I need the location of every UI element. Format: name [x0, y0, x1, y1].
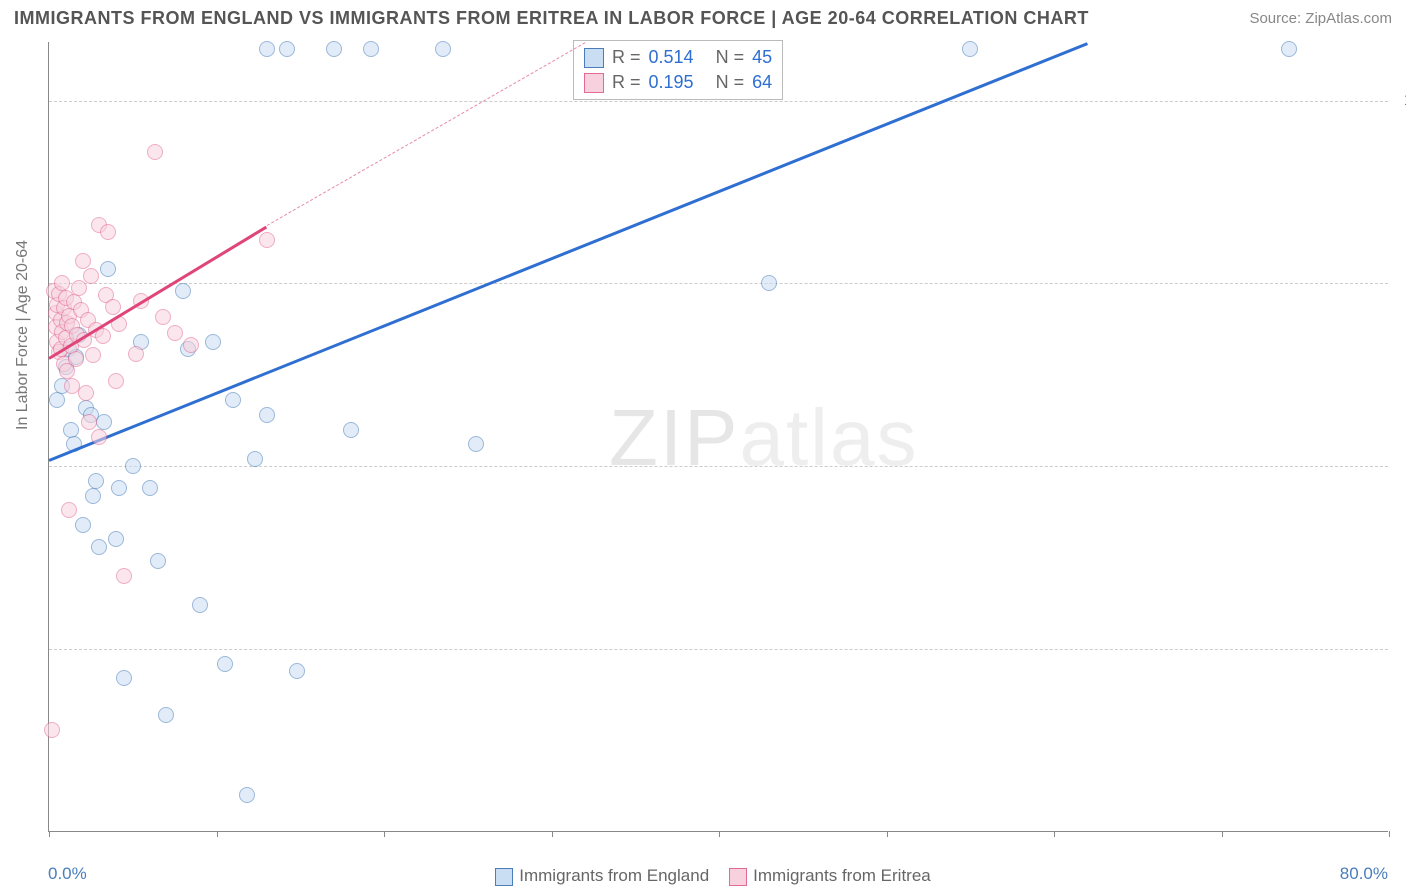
data-point	[44, 722, 60, 738]
data-point	[85, 347, 101, 363]
data-point	[158, 707, 174, 723]
y-tick-label: 100.0%	[1398, 92, 1406, 110]
data-point	[147, 144, 163, 160]
data-point	[435, 41, 451, 57]
y-tick-label: 87.5%	[1398, 274, 1406, 292]
legend-swatch-icon	[729, 868, 747, 886]
y-tick-label: 75.0%	[1398, 457, 1406, 475]
data-point	[150, 553, 166, 569]
data-point	[116, 670, 132, 686]
data-point	[205, 334, 221, 350]
data-point	[1281, 41, 1297, 57]
correlation-stat-box: R =0.514N =45R =0.195N =64	[573, 40, 783, 100]
x-tick	[49, 831, 50, 837]
x-tick	[1222, 831, 1223, 837]
data-point	[761, 275, 777, 291]
data-point	[75, 517, 91, 533]
data-point	[363, 41, 379, 57]
x-tick	[217, 831, 218, 837]
x-tick	[719, 831, 720, 837]
data-point	[78, 385, 94, 401]
y-tick-label: 62.5%	[1398, 640, 1406, 658]
data-point	[108, 373, 124, 389]
data-point	[247, 451, 263, 467]
data-point	[192, 597, 208, 613]
data-point	[183, 337, 199, 353]
legend: Immigrants from England Immigrants from E…	[0, 866, 1406, 886]
data-point	[105, 299, 121, 315]
data-point	[88, 473, 104, 489]
x-tick	[384, 831, 385, 837]
data-point	[259, 41, 275, 57]
gridline	[49, 283, 1388, 284]
data-point	[279, 41, 295, 57]
gridline	[49, 466, 1388, 467]
stat-row: R =0.514N =45	[584, 45, 772, 70]
data-point	[91, 539, 107, 555]
gridline	[49, 649, 1388, 650]
data-point	[217, 656, 233, 672]
data-point	[259, 232, 275, 248]
data-point	[116, 568, 132, 584]
scatter-chart: ZIPatlas R =0.514N =45R =0.195N =64 62.5…	[48, 42, 1388, 832]
data-point	[128, 346, 144, 362]
data-point	[81, 414, 97, 430]
data-point	[239, 787, 255, 803]
stat-row: R =0.195N =64	[584, 70, 772, 95]
chart-title: IMMIGRANTS FROM ENGLAND VS IMMIGRANTS FR…	[14, 8, 1089, 29]
data-point	[100, 261, 116, 277]
y-axis-label: In Labor Force | Age 20-64	[14, 240, 32, 430]
trend-line	[48, 42, 1088, 462]
source-label: Source: ZipAtlas.com	[1249, 10, 1392, 27]
data-point	[167, 325, 183, 341]
data-point	[468, 436, 484, 452]
data-point	[108, 531, 124, 547]
data-point	[259, 407, 275, 423]
data-point	[289, 663, 305, 679]
data-point	[63, 422, 79, 438]
data-point	[155, 309, 171, 325]
data-point	[125, 458, 141, 474]
data-point	[54, 275, 70, 291]
data-point	[343, 422, 359, 438]
data-point	[175, 283, 191, 299]
x-tick	[887, 831, 888, 837]
trend-line	[267, 42, 586, 226]
data-point	[225, 392, 241, 408]
legend-swatch-icon	[584, 73, 604, 93]
data-point	[142, 480, 158, 496]
data-point	[75, 253, 91, 269]
x-tick	[1054, 831, 1055, 837]
data-point	[962, 41, 978, 57]
watermark: ZIPatlas	[609, 392, 918, 484]
x-tick	[552, 831, 553, 837]
data-point	[96, 414, 112, 430]
legend-label: Immigrants from Eritrea	[753, 866, 931, 885]
data-point	[326, 41, 342, 57]
data-point	[85, 488, 101, 504]
data-point	[111, 480, 127, 496]
data-point	[61, 502, 77, 518]
data-point	[83, 268, 99, 284]
data-point	[100, 224, 116, 240]
data-point	[68, 351, 84, 367]
data-point	[49, 392, 65, 408]
x-tick	[1389, 831, 1390, 837]
data-point	[91, 429, 107, 445]
legend-swatch-icon	[584, 48, 604, 68]
gridline	[49, 101, 1388, 102]
legend-swatch-icon	[495, 868, 513, 886]
legend-label: Immigrants from England	[519, 866, 709, 885]
